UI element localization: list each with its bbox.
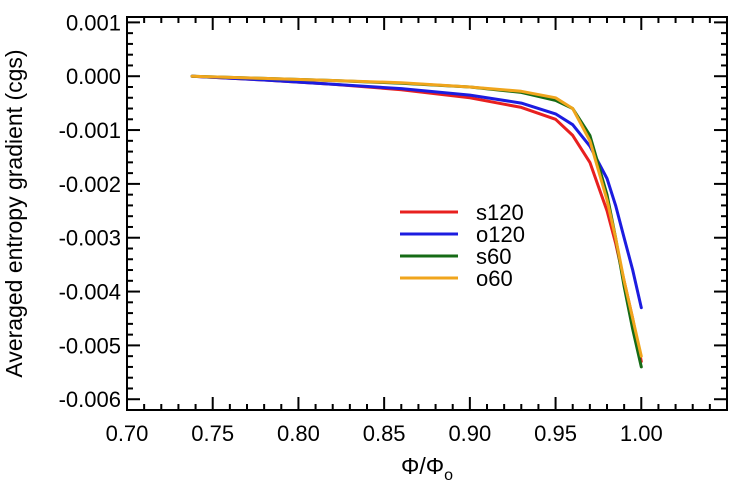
- x-tick-label: 0.70: [106, 421, 149, 446]
- x-tick-label: 0.75: [191, 421, 234, 446]
- y-tick-label: 0.000: [66, 64, 121, 89]
- x-tick-label: 0.80: [277, 421, 320, 446]
- x-axis-label-subscript: o: [444, 467, 453, 484]
- y-tick-label: 0.001: [66, 10, 121, 35]
- y-tick-label: -0.004: [59, 280, 121, 305]
- series-line-o120: [190, 74, 643, 310]
- series-line-o60: [190, 74, 643, 358]
- x-tick-label: 0.85: [363, 421, 406, 446]
- x-tick-label: 1.00: [620, 421, 663, 446]
- series-lines: [190, 74, 643, 369]
- legend-label-o60: o60: [476, 266, 513, 291]
- y-tick-label: -0.006: [59, 387, 121, 412]
- x-tick-label: 0.95: [534, 421, 577, 446]
- legend-label-s120: s120: [476, 200, 524, 225]
- series-line-s60: [190, 74, 643, 369]
- legend-label-o120: o120: [476, 222, 525, 247]
- y-tick-label: -0.001: [59, 118, 121, 143]
- y-axis-label: Averaged entropy gradient (cgs): [1, 49, 27, 377]
- series-line-s120: [190, 74, 643, 363]
- legend-label-s60: s60: [476, 244, 511, 269]
- x-axis-label: Φ/Φo: [401, 453, 453, 484]
- plot-frame: [126, 16, 728, 411]
- y-tick-label: -0.002: [59, 172, 121, 197]
- y-tick-label: -0.003: [59, 226, 121, 251]
- tick-labels: 0.70 0.75 0.80 0.85 0.90 0.95 1.00 0.001 0.000 -0…: [59, 10, 663, 446]
- x-tick-label: 0.90: [448, 421, 491, 446]
- y-tick-label: -0.005: [59, 333, 121, 358]
